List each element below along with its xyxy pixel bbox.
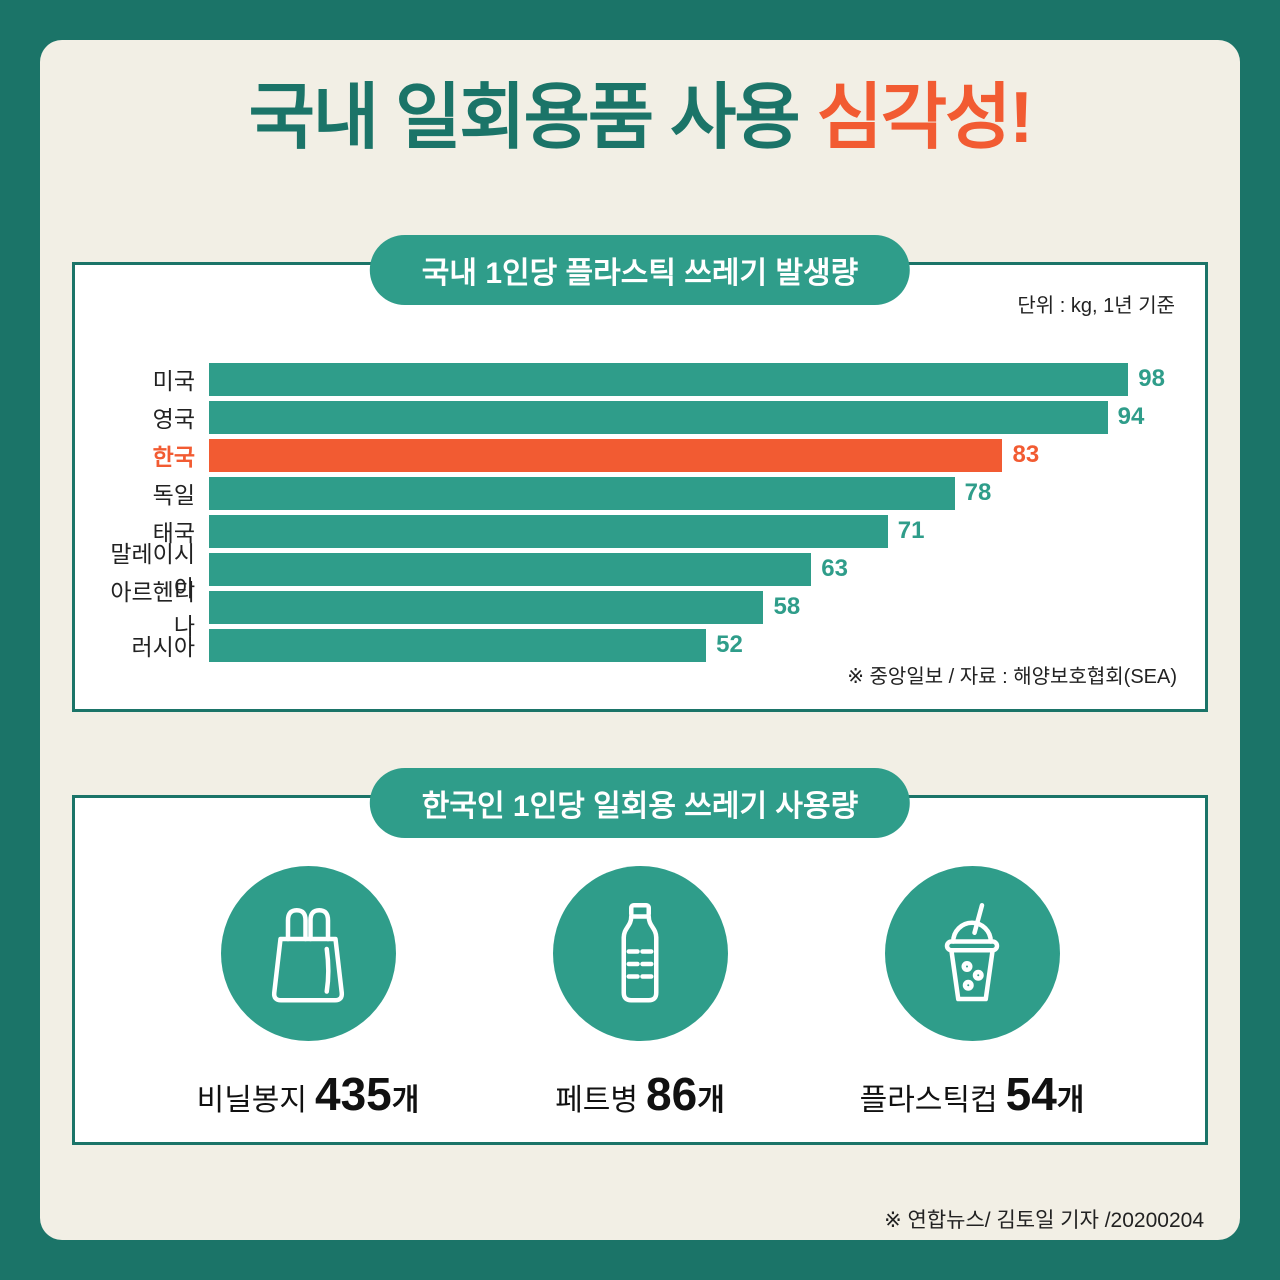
bar [209,362,1129,396]
bar [209,514,888,548]
bar-row: 한국 83 [95,436,1165,474]
bar [209,552,812,586]
bar-country-label: 독일 [152,482,195,508]
bar-track: 63 [209,552,1165,586]
usage-panel-header: 한국인 1인당 일회용 쓰레기 사용량 [369,768,911,838]
bar-value-label: 63 [821,555,848,582]
bar-row: 독일 78 [95,474,1165,512]
bar-value-label: 94 [1117,403,1145,430]
page-title: 국내 일회용품 사용 심각성! [0,58,1280,163]
chart-panel-header: 국내 1인당 플라스틱 쓰레기 발생량 [369,235,911,305]
usage-items: 비닐봉지 435개 페트병 86개 [75,866,1205,1121]
bar-country-label: 말레이시아 [110,541,195,601]
usage-item-plastic-bag: 비닐봉지 435개 [188,866,428,1121]
plastic-bag-count: 435 [315,1068,392,1120]
bar-value-label: 71 [897,517,925,544]
bar-value-label: 98 [1138,365,1165,392]
usage-item-pet-bottle: 페트병 86개 [520,866,760,1121]
bar-country-label: 러시아 [131,634,195,660]
chart-source-note: ※ 중앙일보 / 자료 : 해양보호협회(SEA) [847,666,1177,688]
bar-country-label: 영국 [152,406,195,432]
pet-bottle-icon [621,902,659,1002]
footer-credit: ※ 연합뉴스/ 김토일 기자 /20200204 [884,1209,1204,1232]
bar-row: 아르헨티나 58 [95,579,1165,639]
bar-row: 태국 71 [95,512,1165,550]
pet-bottle-unit: 개 [697,1084,725,1117]
bar-country-label: 태국 [152,520,195,546]
plastic-cup-caption: 플라스틱컵 54개 [852,1067,1092,1121]
bar-row: 영국 94 [95,398,1165,436]
plastic-bag-label: 비닐봉지 [196,1084,308,1117]
bar [209,438,1003,472]
plastic-bag-icon [271,907,345,1002]
bar-track: 98 [209,362,1165,396]
bar-row: 미국 98 [95,360,1165,398]
bar [209,590,764,624]
plastic-waste-chart-panel: 국내 1인당 플라스틱 쓰레기 발생량 단위 : kg, 1년 기준 미국 98… [72,235,1208,712]
bar-track: 94 [209,400,1165,434]
bar-track: 83 [209,438,1165,472]
plastic-cup-count: 54 [1005,1068,1057,1120]
bar-track: 78 [209,476,1165,510]
bar [209,400,1108,434]
bar-row: 말레이시아 63 [95,541,1165,601]
plastic-cup-circle [884,866,1060,1041]
bar-value-label: 83 [1012,441,1040,468]
bar-country-label: 미국 [152,368,195,394]
bar-country-label: 한국 [152,444,195,470]
bar-track: 71 [209,514,1165,548]
page-title-main: 국내 일회용품 사용 [248,78,817,158]
pet-bottle-label: 페트병 [555,1084,639,1117]
pet-bottle-count: 86 [646,1068,698,1120]
page-title-accent: 심각성! [816,78,1034,158]
bar-value-label: 52 [716,631,743,658]
plastic-cup-label: 플라스틱컵 [859,1084,998,1117]
plastic-cup-icon [944,902,1000,1001]
bar-track: 58 [209,590,1165,624]
bar-row: 러시아 52 [95,626,1165,664]
bar-value-label: 78 [964,479,992,506]
pet-bottle-caption: 페트병 86개 [520,1067,760,1121]
disposable-usage-panel: 한국인 1인당 일회용 쓰레기 사용량 비닐봉지 435개 [72,768,1208,1145]
bar-chart-rows: 미국 98 영국 94 한국 83 독일 78 태국 71 [95,360,1165,664]
usage-item-plastic-cup: 플라스틱컵 54개 [852,866,1092,1121]
chart-unit-note: 단위 : kg, 1년 기준 [1017,295,1175,317]
bar-country-label: 아르헨티나 [110,579,195,639]
bar-value-label: 58 [773,593,801,620]
plastic-bag-caption: 비닐봉지 435개 [188,1067,428,1121]
plastic-bag-unit: 개 [391,1084,420,1117]
pet-bottle-circle [552,866,728,1041]
bar [209,476,955,510]
plastic-bag-circle [220,866,396,1041]
bar [209,628,707,662]
plastic-cup-unit: 개 [1056,1084,1085,1117]
bar-track: 52 [209,628,1165,662]
